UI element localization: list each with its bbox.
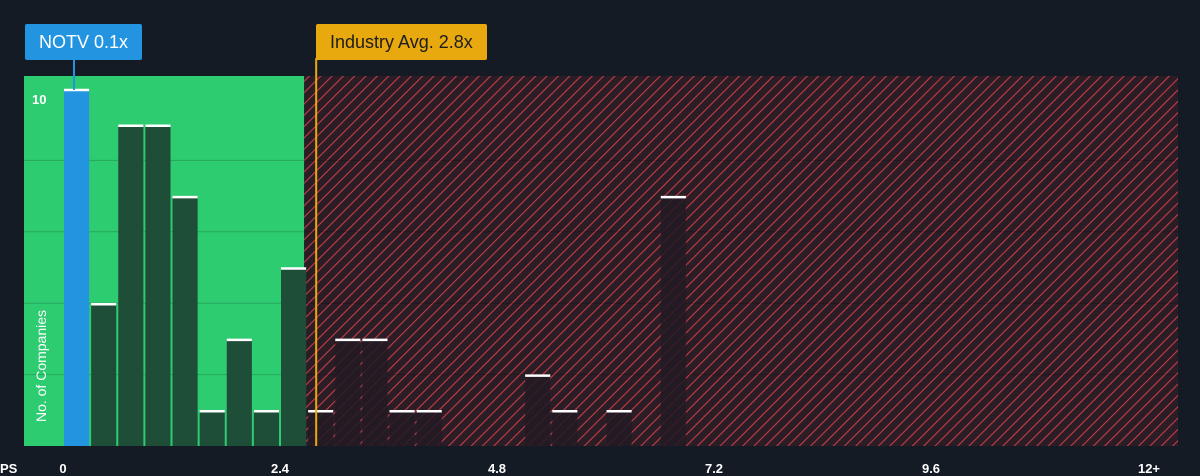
histogram-bar (606, 410, 632, 446)
histogram-bar (118, 124, 144, 446)
x-tick-label: 9.6 (921, 461, 941, 476)
histogram-bar (416, 410, 442, 446)
histogram-bar (253, 410, 280, 446)
x-tick-label: 2.4 (270, 461, 290, 476)
x-axis-metric-label: PS (0, 461, 18, 476)
company-ps-callout: NOTV 0.1x (25, 24, 143, 60)
histogram-bar (362, 338, 388, 446)
histogram-bar (335, 338, 361, 446)
x-tick-label: 4.8 (487, 461, 507, 476)
histogram-bar (91, 303, 117, 446)
histogram-bar (552, 410, 578, 446)
histogram-bar (64, 89, 90, 446)
x-tick-label: 12+ (1137, 461, 1161, 476)
above-average-region (304, 76, 1178, 446)
histogram-bar (281, 267, 307, 446)
histogram-bar (145, 124, 171, 446)
y-tick-label-10: 10 (32, 92, 47, 107)
x-tick-label: 7.2 (704, 461, 724, 476)
histogram-bar (226, 338, 252, 446)
x-tick-label: 0 (59, 461, 67, 476)
histogram-bar (389, 410, 415, 446)
industry-average-callout: Industry Avg. 2.8x (316, 24, 487, 60)
histogram-bar (660, 196, 686, 446)
histogram-bar (308, 410, 334, 446)
histogram-bar (199, 410, 225, 446)
histogram-bar (525, 374, 551, 446)
y-axis-label: No. of Companies (33, 309, 49, 423)
histogram-bar (172, 196, 198, 446)
